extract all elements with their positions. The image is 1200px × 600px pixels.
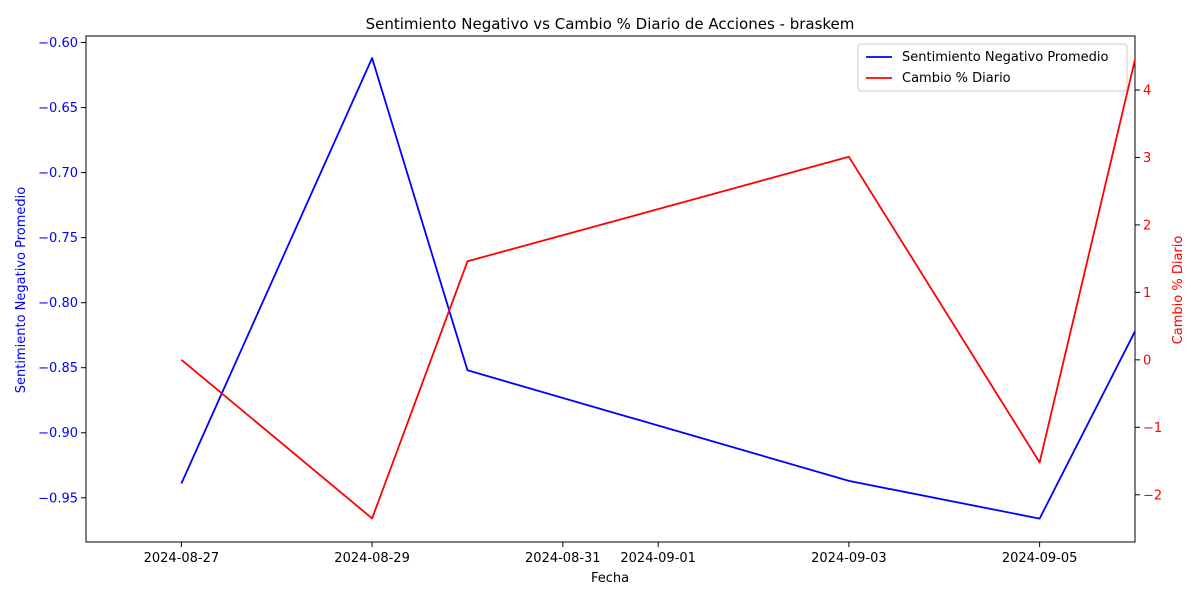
right-y-tick-label: 2 xyxy=(1143,218,1151,233)
right-y-axis-label: Cambio % Diario xyxy=(1171,236,1186,345)
series-line-1 xyxy=(180,57,1136,520)
right-y-tick-label: 0 xyxy=(1143,353,1151,368)
legend-label-series-2: Cambio % Diario xyxy=(902,71,1011,86)
legend: Sentimiento Negativo Promedio Cambio % D… xyxy=(857,43,1128,92)
right-y-tick-label: 4 xyxy=(1143,83,1151,98)
x-tick-label: 2024-08-29 xyxy=(334,551,410,566)
right-y-axis: −2 −1 0 1 2 3 4 xyxy=(1135,83,1162,503)
x-tick-label: 2024-09-01 xyxy=(620,551,696,566)
x-axis: 2024-08-27 2024-08-29 2024-08-31 2024-09-01… xyxy=(144,542,1078,566)
right-y-tick-label: 3 xyxy=(1143,151,1151,166)
series-layer xyxy=(180,57,1136,520)
legend-label-series-1: Sentimiento Negativo Promedio xyxy=(902,50,1108,65)
left-y-tick-label: −0.90 xyxy=(38,426,78,441)
plot-frame xyxy=(85,35,1136,543)
left-y-tick-label: −0.65 xyxy=(38,101,78,116)
right-y-tick-label: −2 xyxy=(1143,488,1162,503)
left-y-tick-label: −0.75 xyxy=(38,231,78,246)
left-y-tick-label: −0.60 xyxy=(38,36,78,51)
x-tick-label: 2024-08-27 xyxy=(144,551,220,566)
left-y-tick-label: −0.80 xyxy=(38,296,78,311)
left-y-axis-label: Sentimiento Negativo Promedio xyxy=(14,187,29,393)
plot-area-border xyxy=(85,35,1136,543)
right-y-tick-label: 1 xyxy=(1143,286,1151,301)
legend-box xyxy=(857,43,1128,92)
left-y-axis: −0.95 −0.90 −0.85 −0.80 −0.75 −0.70 −0.65 −0.60 xyxy=(38,36,86,506)
x-tick-label: 2024-08-31 xyxy=(525,551,601,566)
left-y-tick-label: −0.70 xyxy=(38,166,78,181)
chart-title: Sentimiento Negativo vs Cambio % Diario … xyxy=(366,15,855,33)
left-y-tick-label: −0.85 xyxy=(38,361,78,376)
series-line-2 xyxy=(180,59,1136,520)
left-y-tick-label: −0.95 xyxy=(38,491,78,506)
x-tick-label: 2024-09-03 xyxy=(811,551,887,566)
x-axis-label: Fecha xyxy=(591,571,629,586)
x-tick-label: 2024-09-05 xyxy=(1002,551,1078,566)
right-y-tick-label: −1 xyxy=(1143,421,1162,436)
